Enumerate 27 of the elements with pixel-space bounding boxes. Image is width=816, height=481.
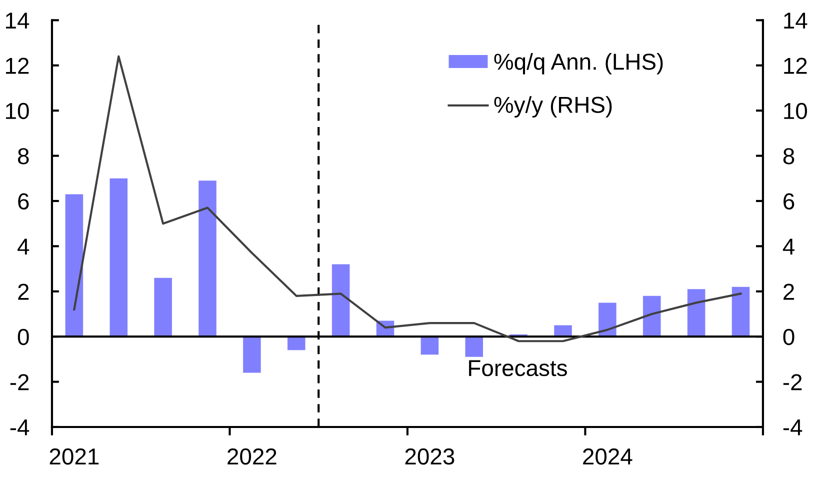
y2-tick-label: -4 <box>783 420 802 436</box>
y2-tick-label: 10 <box>784 102 807 120</box>
y-tick-label: 10 <box>6 102 29 120</box>
y2-tick-label: 0 <box>783 328 794 346</box>
y2-tick-label: 2 <box>784 284 794 300</box>
y-tick-label: 8 <box>18 148 29 164</box>
x-tick-label: 2023 <box>405 448 454 465</box>
x-tick-label: 2024 <box>583 448 632 465</box>
y-tick-label: -4 <box>10 420 30 436</box>
y2-tick-label: 4 <box>782 238 794 254</box>
y-tick-label: 2 <box>18 284 29 300</box>
y2-tick-label: 12 <box>784 58 807 74</box>
y2-tick-label: -2 <box>783 374 802 390</box>
annotation: Forecasts <box>469 360 567 376</box>
y-tick-label: 12 <box>6 58 29 74</box>
y-tick-label: 6 <box>18 193 29 210</box>
y2-tick-label: 6 <box>784 193 794 210</box>
legend-label: %q/q Ann. (LHS) <box>494 53 663 74</box>
x-tick-label: 2022 <box>228 448 276 465</box>
y2-tick-label: 14 <box>784 12 808 29</box>
y-tick-label: 4 <box>18 238 30 254</box>
y-tick-label: -2 <box>10 374 29 390</box>
y-tick-label: 14 <box>6 12 30 29</box>
y-tick-label: 0 <box>18 328 29 346</box>
x-tick-label: 2021 <box>50 448 99 465</box>
y2-tick-label: 8 <box>783 148 794 164</box>
legend-label: %y/y (RHS) <box>494 96 612 118</box>
